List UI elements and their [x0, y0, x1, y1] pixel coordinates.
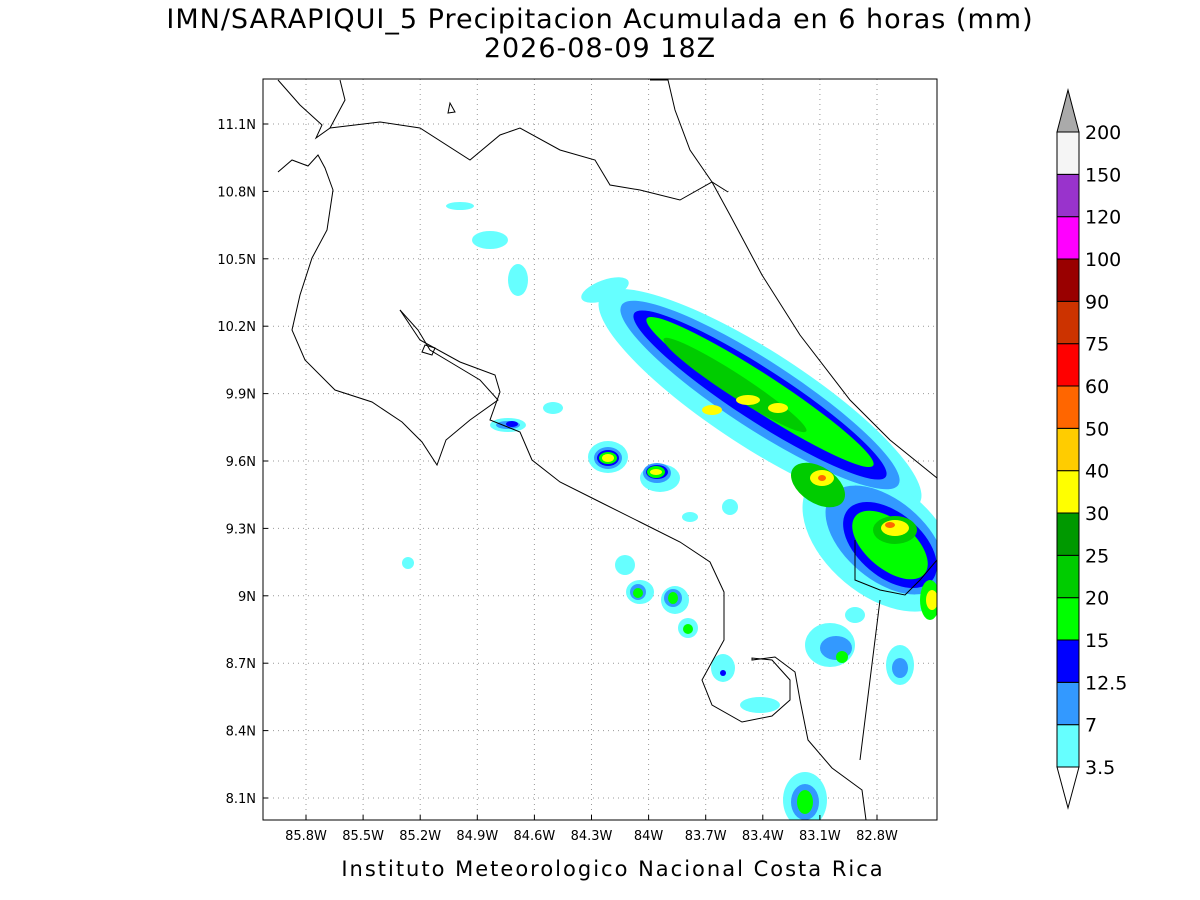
- colorbar-box: [1056, 300, 1080, 345]
- colorbar-box: [1056, 173, 1080, 218]
- x-tick-label: 82.8W: [856, 829, 898, 844]
- colorbar-box: [1056, 597, 1080, 641]
- colorbar-label: 25: [1085, 545, 1109, 567]
- x-tick-label: 83.1W: [799, 829, 841, 844]
- colorbar-label: 50: [1085, 418, 1109, 440]
- colorbar-over: [1056, 88, 1080, 133]
- x-tick-label: 84.6W: [513, 829, 555, 844]
- colorbar-label: 30: [1085, 503, 1109, 525]
- y-tick-label: 10.8N: [217, 185, 256, 200]
- y-tick-label: 9.9N: [226, 388, 256, 403]
- x-tick-label: 83.7W: [685, 829, 727, 844]
- x-tick-label: 85.2W: [399, 829, 441, 844]
- colorbar-box: [1056, 131, 1080, 175]
- footer: Instituto Meteorologico Nacional Costa R…: [341, 857, 884, 881]
- y-ticks: 11.1N 10.8N 10.5N 10.2N 9.9N 9.6N 9.3N 9N 8.7N 8.…: [217, 118, 268, 807]
- colorbar-box: [1056, 258, 1080, 302]
- x-tick-label: 84W: [634, 829, 664, 844]
- x-tick-label: 84.9W: [456, 829, 498, 844]
- colorbar-label: 120: [1085, 207, 1121, 229]
- colorbar-box: [1056, 427, 1080, 472]
- colorbar: 3.5 7 12.5 15 20 25 30 40 50 60 75 90 100 120 150 200: [1056, 88, 1127, 810]
- x-tick-label: 83.4W: [742, 829, 784, 844]
- y-tick-label: 9.6N: [226, 455, 256, 470]
- subtitle: 2026-08-09 18Z: [484, 33, 716, 64]
- colorbar-label: 40: [1085, 461, 1109, 483]
- x-tick-label: 84.3W: [571, 829, 613, 844]
- colorbar-label: 150: [1085, 164, 1121, 186]
- colorbar-label: 15: [1085, 630, 1109, 652]
- y-tick-label: 10.5N: [217, 253, 256, 268]
- colorbar-label: 12.5: [1085, 672, 1127, 694]
- colorbar-label: 90: [1085, 291, 1109, 313]
- colorbar-box: [1056, 554, 1080, 599]
- colorbar-box: [1056, 343, 1080, 387]
- title: IMN/SARAPIQUI_5 Precipitacion Acumulada …: [166, 4, 1033, 35]
- colorbar-box: [1056, 724, 1080, 768]
- colorbar-label: 7: [1085, 715, 1097, 737]
- x-tick-label: 85.5W: [342, 829, 384, 844]
- colorbar-label: 100: [1085, 249, 1121, 271]
- colorbar-under: [1056, 766, 1080, 810]
- x-ticks: 85.8W 85.5W 85.2W 84.9W 84.6W 84.3W 84W 83.7W 83…: [285, 815, 898, 844]
- y-tick-label: 9N: [238, 590, 256, 605]
- precipitation: [402, 202, 937, 820]
- y-tick-label: 8.1N: [226, 792, 256, 807]
- colorbar-label: 60: [1085, 376, 1109, 398]
- coastline: [277, 79, 937, 820]
- y-tick-label: 11.1N: [217, 118, 256, 133]
- y-tick-label: 10.2N: [217, 320, 256, 335]
- y-tick-label: 9.3N: [226, 522, 256, 537]
- colorbar-box: [1056, 470, 1080, 514]
- y-tick-label: 8.7N: [226, 657, 256, 672]
- map-frame: [262, 78, 938, 821]
- colorbar-label: 200: [1085, 122, 1121, 144]
- colorbar-box: [1056, 639, 1080, 683]
- y-tick-label: 8.4N: [226, 725, 256, 740]
- colorbar-box: [1056, 512, 1080, 556]
- x-tick-label: 85.8W: [285, 829, 327, 844]
- colorbar-box: [1056, 216, 1080, 260]
- colorbar-box: [1056, 681, 1080, 726]
- colorbar-label: 3.5: [1085, 757, 1115, 779]
- colorbar-label: 20: [1085, 588, 1109, 610]
- colorbar-box: [1056, 385, 1080, 429]
- colorbar-label: 75: [1085, 334, 1109, 356]
